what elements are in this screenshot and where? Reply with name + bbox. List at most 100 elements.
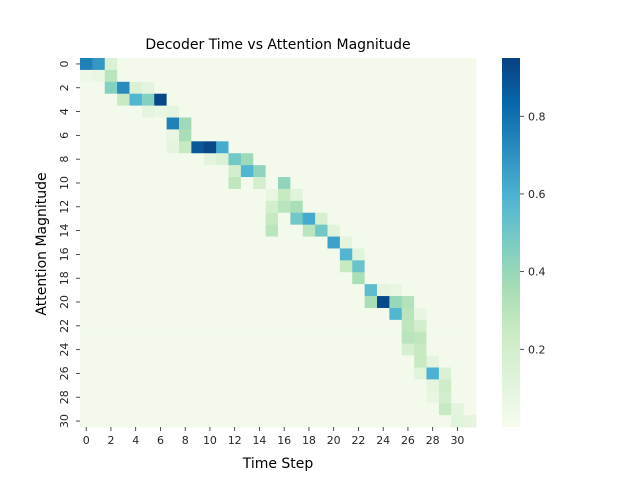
heatmap-cell	[302, 379, 316, 392]
heatmap-cell	[253, 165, 267, 178]
heatmap-cell	[364, 284, 378, 297]
heatmap-cell	[352, 367, 366, 380]
heatmap-cell	[203, 141, 217, 154]
heatmap-cell	[129, 367, 143, 380]
heatmap-cell	[302, 331, 316, 345]
heatmap-cell	[141, 296, 155, 309]
heatmap-cell	[240, 331, 254, 345]
heatmap-cell	[278, 284, 291, 297]
heatmap-cell	[166, 296, 180, 309]
heatmap-cell	[401, 343, 415, 356]
heatmap-cell	[216, 81, 229, 95]
heatmap-cell	[438, 272, 452, 285]
heatmap-cell	[166, 58, 180, 71]
y-tick-label: 10	[58, 176, 71, 190]
heatmap-cell	[438, 177, 452, 190]
heatmap-cell	[228, 236, 242, 249]
heatmap-cell	[154, 212, 168, 226]
heatmap-cell	[438, 153, 452, 166]
heatmap-cell	[253, 129, 267, 142]
heatmap-cell	[92, 200, 106, 214]
heatmap-cell	[278, 153, 291, 166]
heatmap-cell	[414, 81, 427, 95]
heatmap-cell	[265, 200, 279, 214]
heatmap-cell	[240, 343, 254, 356]
heatmap-cell	[377, 319, 390, 333]
y-tick-label: 4	[58, 108, 71, 115]
heatmap-cell	[401, 188, 415, 202]
heatmap-cell	[364, 81, 378, 95]
heatmap-cell	[339, 379, 353, 392]
heatmap-cell	[104, 93, 118, 107]
heatmap-cell	[216, 153, 229, 166]
heatmap-cell	[302, 403, 316, 416]
heatmap-cell	[203, 224, 217, 237]
heatmap-cell	[327, 224, 341, 237]
colorbar-ticks: 0.2 0.4 0.6 0.8	[520, 110, 546, 356]
heatmap-cell	[352, 391, 366, 404]
heatmap-cell	[352, 81, 366, 95]
heatmap-cell	[166, 260, 180, 273]
heatmap-cell	[414, 93, 427, 107]
heatmap-cell	[179, 367, 192, 380]
heatmap-cell	[240, 403, 254, 416]
heatmap-cell	[228, 165, 242, 178]
heatmap-cell	[463, 355, 477, 368]
heatmap-cell	[426, 58, 440, 71]
heatmap-cell	[438, 284, 452, 297]
heatmap-cell	[166, 391, 180, 404]
heatmap-cell	[154, 415, 168, 428]
y-tick-label: 18	[58, 271, 71, 285]
heatmap-cell	[117, 284, 130, 297]
heatmap-cell	[191, 117, 205, 130]
heatmap-cell	[129, 165, 143, 178]
heatmap-cell	[92, 260, 106, 273]
heatmap-cell	[290, 296, 304, 309]
x-tick-label: 10	[203, 434, 217, 447]
heatmap-cell	[117, 403, 130, 416]
heatmap-cell	[401, 260, 415, 273]
heatmap-cell	[377, 260, 390, 273]
heatmap-cell	[117, 58, 130, 71]
x-tick-label: 4	[132, 434, 139, 447]
heatmap-cell	[389, 367, 403, 380]
heatmap-cell	[228, 177, 242, 190]
heatmap-cell	[401, 379, 415, 392]
heatmap-cell	[265, 307, 279, 321]
heatmap-cell	[339, 200, 353, 214]
x-tick-label: 6	[157, 434, 164, 447]
heatmap-cell	[191, 391, 205, 404]
heatmap-cell	[166, 105, 180, 118]
heatmap-cell	[129, 379, 143, 392]
heatmap-cell	[438, 236, 452, 249]
heatmap-cell	[141, 81, 155, 95]
heatmap-cell	[203, 105, 217, 118]
heatmap-cell	[426, 236, 440, 249]
heatmap-cell	[451, 236, 465, 249]
heatmap-cell	[302, 177, 316, 190]
heatmap-cell	[290, 58, 304, 71]
heatmap-cell	[463, 415, 477, 428]
heatmap-cell	[228, 58, 242, 71]
heatmap-cell	[179, 248, 192, 261]
heatmap-cell	[228, 343, 242, 356]
heatmap-cell	[414, 129, 427, 142]
heatmap-cell	[191, 200, 205, 214]
heatmap-cell	[104, 188, 118, 202]
heatmap-cell	[339, 58, 353, 71]
heatmap-cell	[265, 272, 279, 285]
heatmap-cell	[377, 105, 390, 118]
heatmap-cell	[438, 331, 452, 345]
heatmap-cell	[315, 379, 328, 392]
heatmap-cell	[377, 296, 390, 309]
heatmap-cell	[141, 117, 155, 130]
heatmap-cell	[80, 129, 93, 142]
heatmap-cell	[117, 319, 130, 333]
heatmap-cell	[352, 236, 366, 249]
heatmap-cell	[278, 379, 291, 392]
heatmap-cell	[141, 141, 155, 154]
heatmap-cell	[339, 141, 353, 154]
heatmap-cell	[377, 93, 390, 107]
heatmap-cell	[426, 177, 440, 190]
